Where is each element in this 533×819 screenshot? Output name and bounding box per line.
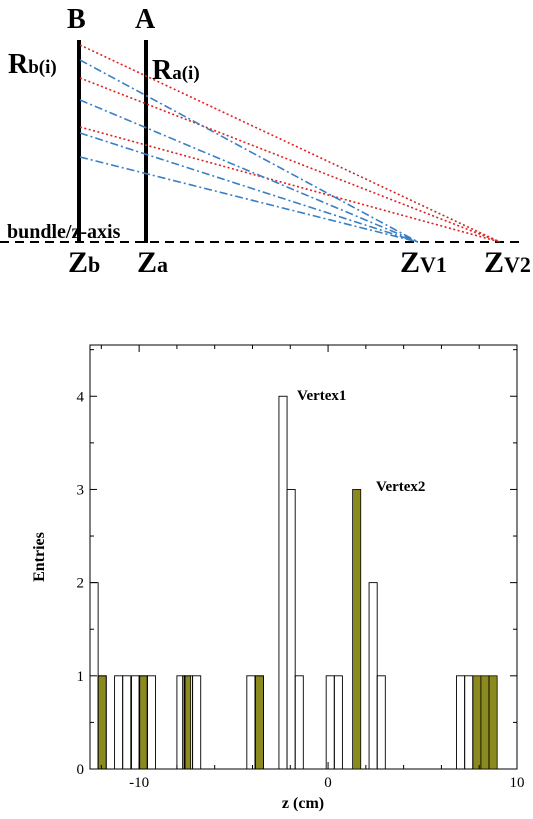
vertex1-bar bbox=[368, 582, 378, 770]
axis-ticks: -10 0 10 0 1 2 3 4 bbox=[77, 345, 525, 791]
y-tick-label: 3 bbox=[77, 482, 85, 498]
y-tick-label: 2 bbox=[77, 576, 85, 592]
vertex1-bar bbox=[254, 675, 264, 770]
axis-label: bundle/z-axis bbox=[7, 221, 121, 243]
vertex2-track-2 bbox=[79, 77, 501, 243]
vertex1-bar bbox=[376, 675, 386, 770]
vertex2-tracks bbox=[79, 44, 501, 243]
zv2-main: Z bbox=[484, 246, 504, 279]
vertex1-track-4 bbox=[79, 156, 419, 243]
x-tick-label: 0 bbox=[324, 775, 332, 791]
zv2-sub: V2 bbox=[504, 252, 531, 277]
vertex1-legend: Vertex1 bbox=[297, 388, 346, 404]
vertex1-tracks bbox=[79, 59, 419, 243]
vertex2-bar bbox=[254, 675, 264, 770]
za-label: Za bbox=[137, 246, 168, 279]
vertex1-bar bbox=[294, 675, 304, 770]
rb-sub: b(i) bbox=[28, 57, 57, 78]
vertex2-bar bbox=[182, 675, 192, 770]
zv1-main: Z bbox=[400, 246, 420, 279]
rb-main: R bbox=[8, 49, 29, 80]
vertex2-bar bbox=[480, 675, 490, 770]
vertex2-bar bbox=[138, 675, 148, 770]
vertex1-track-2 bbox=[79, 99, 419, 243]
y-tick-label: 4 bbox=[77, 389, 85, 405]
zv2-label: ZV2 bbox=[484, 246, 531, 279]
zb-sub: b bbox=[88, 252, 100, 277]
vertex1-bar bbox=[146, 675, 157, 770]
plane-b-label: B bbox=[67, 4, 86, 35]
vertex1-bar bbox=[333, 675, 343, 770]
zv1-sub: V1 bbox=[420, 252, 447, 277]
ra-main: R bbox=[152, 55, 173, 86]
vertex1-bars bbox=[89, 395, 474, 770]
vertex-histogram: -10 0 10 0 1 2 3 4 Vertex1 Vertex2 z (cm) Entri… bbox=[31, 344, 525, 812]
vertex2-legend: Vertex2 bbox=[376, 479, 425, 495]
vertex2-bar bbox=[352, 489, 362, 770]
plane-a-label: A bbox=[135, 4, 156, 35]
vertex1-bar bbox=[286, 488, 296, 770]
vertex1-bar bbox=[122, 675, 132, 770]
vertex1-bar bbox=[114, 675, 124, 770]
vertex1-track-3 bbox=[79, 132, 419, 243]
vertex1-bar bbox=[456, 675, 466, 770]
vertex1-bar bbox=[278, 395, 288, 770]
x-tick-label: 10 bbox=[510, 775, 525, 791]
rb-label: Rb(i) bbox=[8, 49, 57, 80]
tracking-diagram: B A Rb(i) Ra(i) bundle/z-axis Zb Za ZV1 … bbox=[0, 4, 531, 279]
vertex1-track-1 bbox=[79, 59, 419, 243]
zv1-label: ZV1 bbox=[400, 246, 447, 279]
vertex2-bars bbox=[97, 489, 498, 770]
vertex2-track-1 bbox=[79, 44, 501, 243]
vertex1-bar bbox=[176, 675, 186, 770]
y-tick-label: 1 bbox=[77, 669, 85, 685]
vertex1-bar bbox=[325, 675, 335, 770]
vertex2-bar bbox=[97, 675, 107, 770]
vertex1-bar bbox=[97, 675, 107, 770]
vertex1-bar bbox=[131, 675, 141, 770]
vertex1-bar bbox=[192, 675, 202, 770]
vertex1-bar bbox=[246, 675, 256, 770]
vertex2-bar bbox=[472, 675, 482, 770]
zb-label: Zb bbox=[68, 246, 100, 279]
za-sub: a bbox=[157, 252, 168, 277]
vertex2-bar bbox=[488, 675, 498, 770]
ra-label: Ra(i) bbox=[152, 55, 200, 86]
za-main: Z bbox=[137, 246, 157, 279]
y-tick-label: 0 bbox=[77, 762, 85, 778]
vertex2-track-3 bbox=[79, 126, 501, 243]
zb-main: Z bbox=[68, 246, 88, 279]
x-tick-label: -10 bbox=[129, 775, 149, 791]
vertex1-bar bbox=[464, 675, 474, 770]
y-axis-title: Entries bbox=[31, 532, 48, 582]
ra-sub: a(i) bbox=[172, 63, 199, 84]
x-axis-title: z (cm) bbox=[282, 795, 324, 812]
